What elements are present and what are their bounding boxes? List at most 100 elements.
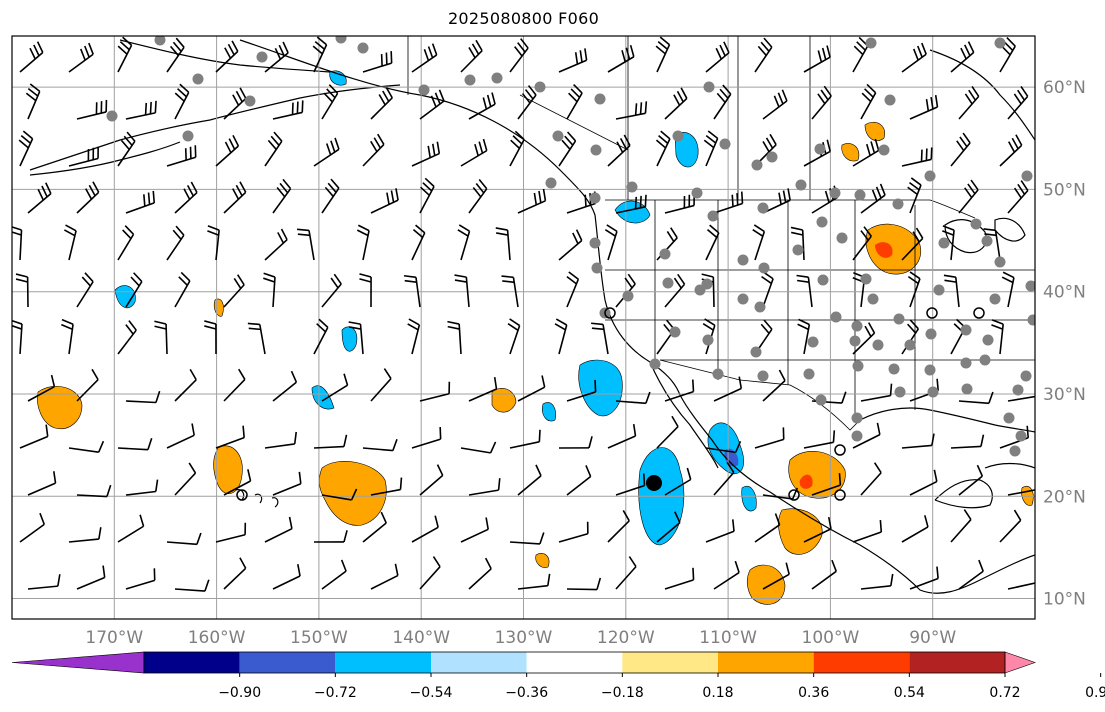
- open-marker-1: [236, 489, 248, 501]
- station-dot: [979, 354, 991, 366]
- wind-barb: [419, 177, 435, 214]
- station-dot: [622, 290, 634, 302]
- lon-tick-label: 90°W: [909, 628, 956, 648]
- wind-barb: [19, 512, 46, 543]
- hudson-area: [929, 49, 1035, 141]
- wind-barb: [999, 134, 1023, 167]
- station-dot: [182, 130, 194, 142]
- wind-barb: [362, 511, 387, 543]
- wind-barb: [517, 573, 551, 590]
- wind-barb: [117, 514, 145, 543]
- wind-barb: [27, 182, 52, 214]
- wind-barb: [370, 87, 393, 120]
- wind-barb: [901, 42, 927, 73]
- wind-barb: [509, 130, 525, 167]
- lat-tick-label: 30°N: [1043, 385, 1086, 405]
- wind-barb: [1001, 271, 1015, 308]
- wind-barb: [223, 87, 247, 120]
- wind-barb: [27, 374, 56, 402]
- wind-barb: [76, 368, 99, 402]
- wind-barb: [117, 438, 153, 451]
- station-dot: [814, 143, 826, 155]
- wind-barb: [950, 509, 972, 543]
- station-dot: [1027, 314, 1035, 326]
- station-dot: [672, 130, 684, 142]
- wind-barb: [468, 376, 498, 402]
- wind-barb: [468, 557, 492, 590]
- wind-barb: [958, 464, 984, 496]
- station-dot: [836, 232, 848, 244]
- wind-barb: [517, 375, 546, 402]
- lat-tick-label: 60°N: [1043, 78, 1086, 98]
- wind-barb: [263, 272, 276, 308]
- colorbar-tick-label: 0.36: [798, 685, 829, 701]
- negative-blob-pac-5: [741, 486, 757, 512]
- colorbar-segment: [622, 652, 718, 673]
- wind-barb: [958, 559, 984, 590]
- station-dot: [1012, 384, 1024, 396]
- wind-barb: [796, 274, 813, 308]
- colorbar-segment: [431, 652, 527, 673]
- wind-barb: [166, 145, 197, 167]
- station-dot: [719, 138, 731, 150]
- negative-blob-socal: [578, 359, 623, 417]
- wind-barb: [803, 516, 832, 543]
- wind-barb: [705, 224, 720, 261]
- wind-barb: [566, 577, 602, 591]
- wind-barb: [27, 574, 61, 590]
- station-dot: [750, 346, 762, 358]
- wind-barb: [125, 390, 161, 404]
- wind-barb: [607, 134, 631, 167]
- station-dot: [816, 216, 828, 228]
- station-dot: [894, 386, 906, 398]
- station-dot: [1015, 430, 1027, 442]
- alaska-coast: [29, 84, 401, 171]
- wind-barb: [460, 39, 483, 73]
- coastlines: [29, 39, 1035, 594]
- wind-barb: [705, 519, 735, 543]
- wind-barb: [296, 228, 315, 261]
- wind-barb: [942, 225, 955, 261]
- wind-barb: [272, 178, 292, 214]
- wind-barb: [19, 41, 44, 73]
- wind-barb: [117, 36, 133, 73]
- colorbar-segment: [335, 652, 431, 673]
- negative-blob-pac-6: [329, 70, 347, 86]
- wind-barb: [460, 517, 489, 543]
- wind-barb: [125, 190, 156, 214]
- station-dot: [994, 256, 1006, 268]
- wind-barb: [419, 89, 445, 120]
- wind-barb: [566, 379, 597, 402]
- wind-barb: [348, 321, 364, 355]
- station-dot: [757, 202, 769, 214]
- wind-barb: [607, 44, 635, 73]
- wind-barb: [419, 464, 444, 496]
- great-lakes: [944, 219, 987, 254]
- wind-barb: [517, 464, 542, 496]
- station-dot: [867, 293, 879, 305]
- wind-barb: [174, 181, 198, 214]
- wind-barb: [154, 320, 168, 355]
- wind-barb: [999, 509, 1022, 543]
- wind-barb: [713, 191, 744, 214]
- map-frame: [11, 35, 1036, 620]
- wind-barb: [15, 273, 29, 308]
- station-dot: [712, 368, 724, 380]
- lon-tick-label: 120°W: [597, 628, 655, 648]
- wind-barb: [25, 83, 41, 120]
- wind-barb: [860, 573, 894, 590]
- colorbar-outline: [143, 651, 1006, 674]
- wind-barb: [664, 273, 686, 308]
- station-dot: [256, 51, 268, 63]
- station-dot: [982, 334, 994, 346]
- wind-barb: [407, 318, 421, 355]
- station-dot: [1020, 370, 1032, 382]
- wind-barb: [558, 48, 588, 73]
- station-dot: [884, 94, 896, 106]
- colorbar-tick-label: 0.18: [702, 685, 733, 701]
- station-dot: [626, 181, 638, 193]
- wind-barb: [68, 527, 102, 543]
- map-title: 2025080800 F060: [447, 9, 600, 28]
- wind-barb: [615, 101, 648, 120]
- lon-tick-label: 170°W: [85, 628, 143, 648]
